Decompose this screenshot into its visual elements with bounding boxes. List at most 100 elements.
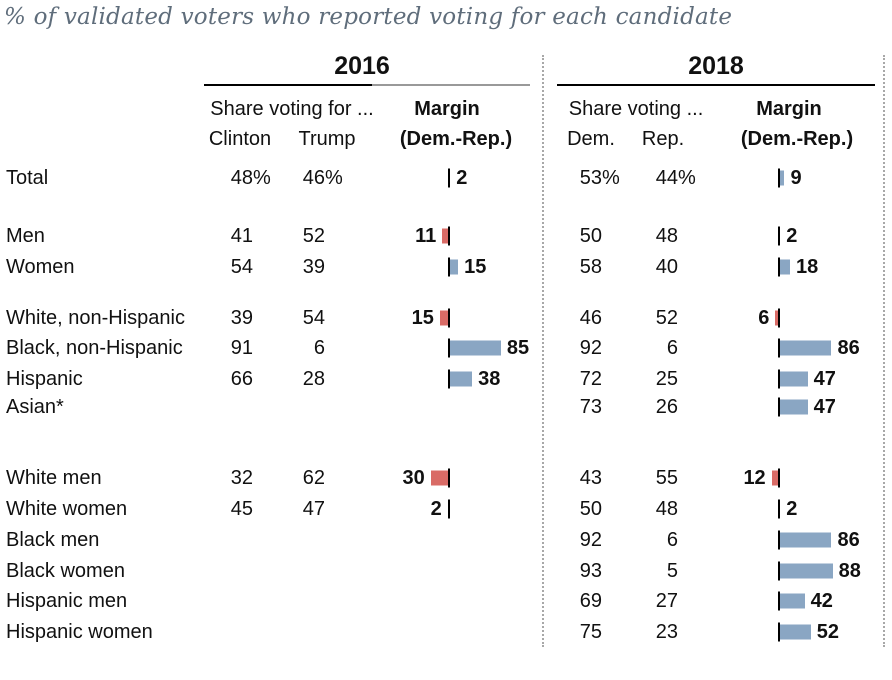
margin-cell-2018: 18 — [700, 254, 880, 280]
row-label: Asian* — [6, 396, 64, 418]
axis-tick — [778, 397, 780, 417]
value-text: 50 — [579, 498, 602, 520]
value-text: 32 — [230, 467, 253, 489]
value-text: 73 — [579, 396, 602, 418]
margin-bar — [430, 470, 449, 486]
value-text: 58 — [579, 256, 602, 278]
margin-cell-2016 — [370, 394, 543, 420]
row-label: Black, non-Hispanic — [6, 337, 183, 359]
row-label: Hispanic women — [6, 621, 153, 643]
value-text: 39 — [230, 307, 253, 329]
value-text: 44 — [655, 167, 678, 189]
margin-value: 11 — [415, 225, 437, 247]
axis-tick — [778, 530, 780, 550]
axis-tick — [778, 622, 780, 642]
value-2016-trump — [265, 394, 325, 420]
value-text: 50 — [579, 225, 602, 247]
value-text: 41 — [230, 225, 253, 247]
margin-bar — [442, 228, 449, 244]
chart-subtitle: % of validated voters who reported votin… — [4, 4, 733, 30]
margin-value: 2 — [430, 498, 442, 520]
value-text: 28 — [302, 368, 325, 390]
margin-header-2018: Margin — [756, 98, 822, 120]
value-2016-trump — [265, 527, 325, 553]
value-2018-dem: 75 — [545, 619, 602, 645]
percent-sign: % — [678, 167, 696, 189]
margin-cell-2016: 38 — [370, 366, 543, 392]
value-2016-clinton: 54 — [193, 254, 253, 280]
margin-value: 30 — [402, 467, 425, 489]
value-text: 75 — [579, 621, 602, 643]
axis-tick — [448, 257, 450, 277]
value-2018-dem: 50 — [545, 496, 602, 522]
value-text: 52 — [655, 307, 678, 329]
margin-cell-2018: 2 — [700, 223, 880, 249]
table-row: Black men 92 6 86 — [0, 527, 892, 553]
value-text: 47 — [302, 498, 325, 520]
margin-bar — [779, 259, 790, 275]
margin-value: 15 — [411, 307, 434, 329]
margin-bar — [779, 340, 832, 356]
margin-cell-2016 — [370, 527, 543, 553]
panel-2018-year: 2018 — [688, 52, 744, 80]
value-text: 72 — [579, 368, 602, 390]
panel-2016-year: 2016 — [334, 52, 390, 80]
margin-value: 9 — [790, 167, 802, 189]
value-text: 54 — [230, 256, 253, 278]
margin-bar — [449, 371, 473, 387]
axis-tick — [778, 226, 780, 246]
axis-tick — [778, 591, 780, 611]
value-2016-trump: 47 — [265, 496, 325, 522]
percent-sign: % — [253, 167, 271, 189]
value-2016-trump: 46% — [265, 165, 343, 191]
value-text: 46 — [302, 167, 325, 189]
margin-cell-2016: 15 — [370, 305, 543, 331]
margin-bar — [439, 310, 449, 326]
margin-value: 42 — [810, 590, 833, 612]
row-label: White men — [6, 467, 102, 489]
table-row: Men 41 52 11 50 48 2 — [0, 223, 892, 249]
table-row: Black women 93 5 88 — [0, 558, 892, 584]
margin-bar — [779, 532, 832, 548]
table-row: White women 45 47 2 50 48 2 — [0, 496, 892, 522]
value-2016-clinton: 91 — [193, 335, 253, 361]
value-2016-trump: 52 — [265, 223, 325, 249]
table-row: White men 32 62 30 43 55 12 — [0, 465, 892, 491]
axis-tick — [778, 561, 780, 581]
margin-cell-2018: 86 — [700, 335, 880, 361]
margin-bar — [449, 340, 501, 356]
value-text: 92 — [579, 337, 602, 359]
value-2016-trump — [265, 619, 325, 645]
table-row: Black, non-Hispanic 91 6 85 92 6 86 — [0, 335, 892, 361]
margin-bar — [779, 593, 805, 609]
value-2016-clinton: 32 — [193, 465, 253, 491]
value-2016-clinton — [193, 619, 253, 645]
axis-tick — [778, 308, 780, 328]
margin-cell-2018: 2 — [700, 496, 880, 522]
value-2018-dem: 58 — [545, 254, 602, 280]
margin-value: 15 — [464, 256, 487, 278]
margin-bar — [775, 310, 779, 326]
panel-2018-underline — [557, 84, 875, 86]
value-2018-dem: 43 — [545, 465, 602, 491]
margin-value: 86 — [837, 529, 860, 551]
margin-value: 86 — [837, 337, 860, 359]
margin-bar — [779, 624, 811, 640]
column-header-dem: Dem. — [567, 128, 615, 150]
value-text: 54 — [302, 307, 325, 329]
margin-bar — [779, 170, 785, 186]
margin-cell-2018: 47 — [700, 394, 880, 420]
value-text: 48 — [230, 167, 253, 189]
percent-sign: % — [602, 167, 620, 189]
axis-tick — [778, 168, 780, 188]
margin-value: 38 — [478, 368, 501, 390]
column-header-clinton: Clinton — [208, 128, 272, 150]
margin-value: 88 — [838, 560, 861, 582]
value-text: 23 — [655, 621, 678, 643]
value-text: 6 — [666, 529, 678, 551]
value-2018-dem: 50 — [545, 223, 602, 249]
value-2016-trump: 6 — [265, 335, 325, 361]
value-text: 66 — [230, 368, 253, 390]
row-label: Black men — [6, 529, 100, 551]
